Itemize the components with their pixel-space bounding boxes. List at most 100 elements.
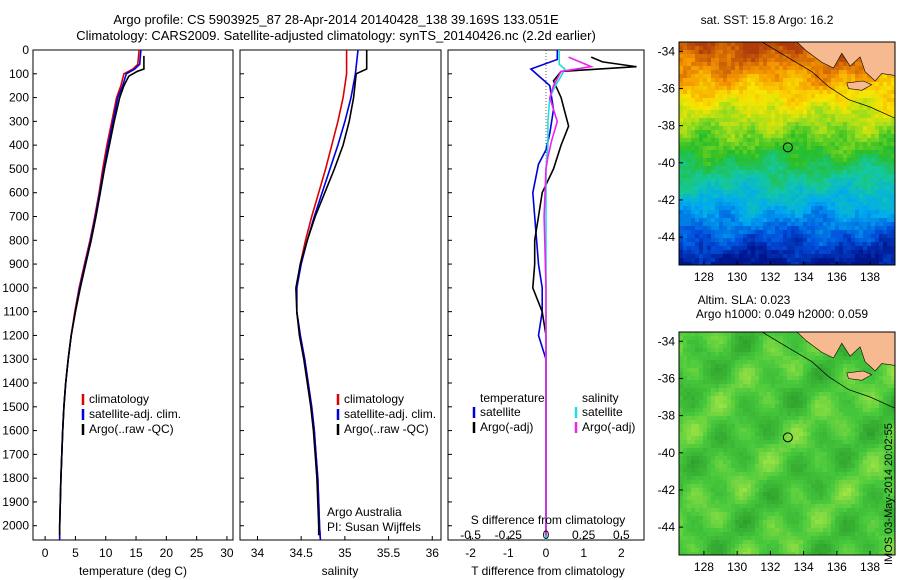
map-cell <box>739 134 744 139</box>
map-cell <box>711 126 716 131</box>
map-cell <box>827 66 832 71</box>
map-cell <box>855 258 860 263</box>
map-cell <box>691 356 696 361</box>
map-cell <box>679 250 684 255</box>
map-cell <box>891 82 895 87</box>
map-cell <box>687 186 692 191</box>
map-cell <box>703 146 708 151</box>
map-cell <box>819 162 824 167</box>
map-cell <box>755 242 760 247</box>
map-cell <box>843 408 848 413</box>
map-cell <box>727 118 732 123</box>
map-cell <box>691 380 696 385</box>
map-cell <box>887 230 892 235</box>
map-cell <box>791 66 796 71</box>
map-cell <box>695 70 700 75</box>
map-cell <box>771 388 776 393</box>
map-cell <box>843 138 848 143</box>
map-cell <box>783 142 788 147</box>
map-cell <box>719 380 724 385</box>
map-cell <box>683 154 688 159</box>
map-cell <box>863 166 868 171</box>
map-cell <box>735 70 740 75</box>
map-cell <box>867 202 872 207</box>
figure-title-line2: Climatology: CARS2009. Satellite-adjuste… <box>76 28 596 43</box>
map-cell <box>763 154 768 159</box>
map-cell <box>767 98 772 103</box>
map-cell <box>835 110 840 115</box>
map-cell <box>891 114 895 119</box>
map-cell <box>883 424 888 429</box>
map-cell <box>851 98 856 103</box>
map-cell <box>783 452 788 457</box>
map-cell <box>779 122 784 127</box>
map-cell <box>711 360 716 365</box>
map-cell <box>839 400 844 405</box>
map-cell <box>695 238 700 243</box>
map-cell <box>875 456 880 461</box>
map-cell <box>711 408 716 413</box>
map-cell <box>779 452 784 457</box>
map-cell <box>683 352 688 357</box>
map-cell <box>687 448 692 453</box>
map-cell <box>699 242 704 247</box>
map-cell <box>743 50 748 55</box>
map-cell <box>679 444 684 449</box>
map-cell <box>859 214 864 219</box>
map-cell <box>779 332 784 337</box>
map-cell <box>771 90 776 95</box>
map-cell <box>723 356 728 361</box>
map-cell <box>707 380 712 385</box>
map-cell <box>815 142 820 147</box>
map-cell <box>799 444 804 449</box>
map-cell <box>811 210 816 215</box>
map-cell <box>815 190 820 195</box>
map-cell <box>727 408 732 413</box>
map-cell <box>735 182 740 187</box>
map-cell <box>707 238 712 243</box>
map-cell <box>815 396 820 401</box>
map-cell <box>855 206 860 211</box>
map-cell <box>883 238 888 243</box>
map-cell <box>767 238 772 243</box>
map-cell <box>691 210 696 215</box>
map-cell <box>851 368 856 373</box>
map-cell <box>847 134 852 139</box>
map-cell <box>855 162 860 167</box>
map-cell <box>859 74 864 79</box>
map-cell <box>691 54 696 59</box>
map-cell <box>835 210 840 215</box>
map-cell <box>727 78 732 83</box>
map-cell <box>691 448 696 453</box>
x-tick-label: 34.5 <box>289 546 313 560</box>
map-cell <box>835 364 840 369</box>
map-cell <box>711 118 716 123</box>
map-cell <box>703 166 708 171</box>
map-cell <box>679 380 684 385</box>
map-cell <box>687 218 692 223</box>
map-cell <box>787 348 792 353</box>
map-cell <box>699 424 704 429</box>
map-cell <box>711 202 716 207</box>
map-cell <box>823 106 828 111</box>
map-cell <box>795 444 800 449</box>
map-cell <box>823 102 828 107</box>
map-cell <box>771 54 776 59</box>
map-cell <box>875 90 880 95</box>
map-cell <box>799 226 804 231</box>
map-cell <box>755 202 760 207</box>
map-cell <box>843 82 848 87</box>
map-cell <box>831 154 836 159</box>
map-cell <box>795 70 800 75</box>
map-cell <box>723 126 728 131</box>
map-cell <box>707 74 712 79</box>
map-cell <box>747 444 752 449</box>
map-cell <box>795 336 800 341</box>
map-cell <box>807 360 812 365</box>
map-cell <box>875 258 880 263</box>
map-cell <box>695 218 700 223</box>
map-cell <box>783 146 788 151</box>
map-cell <box>851 146 856 151</box>
map-cell <box>827 142 832 147</box>
